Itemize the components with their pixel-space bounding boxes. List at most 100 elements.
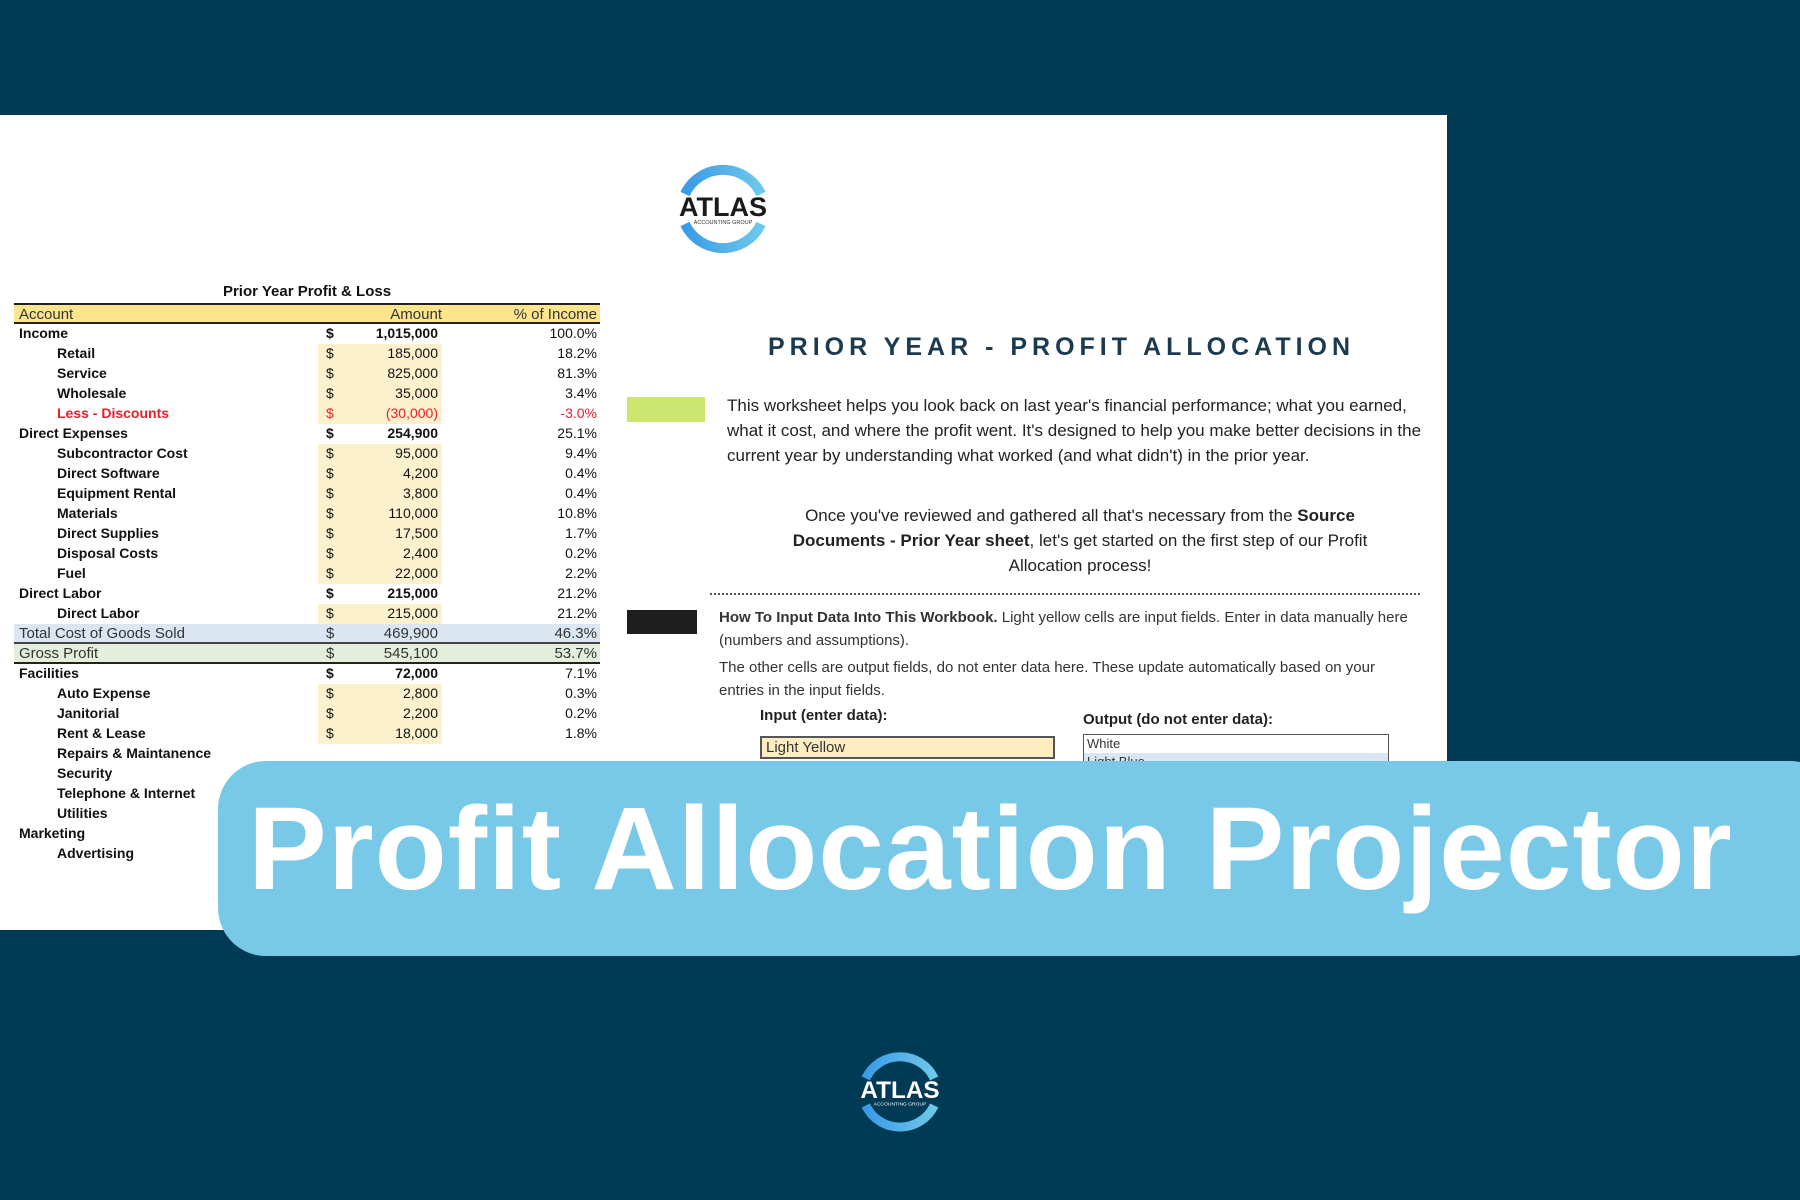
pct-of-income: 0.4% xyxy=(565,465,597,481)
account-name: Less - Discounts xyxy=(57,405,170,421)
amount: 254,900 xyxy=(387,425,438,441)
howto-body: Light yellow cells are input fields. Ent… xyxy=(719,609,1408,649)
table-row: Rent & Lease $18,000 1.8% xyxy=(14,724,600,744)
amount: 215,000 xyxy=(387,585,438,601)
dollar-sign: $ xyxy=(326,585,334,601)
table-row: Less - Discounts $ (30,000) -3.0% xyxy=(14,404,600,424)
dollar-sign: $ xyxy=(326,505,334,521)
pct-of-income: 53.7% xyxy=(554,645,597,662)
amount: 1,015,000 xyxy=(375,325,438,341)
account-name: Rent & Lease xyxy=(57,725,146,741)
pct-of-income: 0.2% xyxy=(565,545,597,561)
page-heading: PRIOR YEAR - PROFIT ALLOCATION xyxy=(768,333,1356,361)
pct-of-income: 0.3% xyxy=(565,685,597,701)
amount[interactable]: 35,000 xyxy=(395,385,438,401)
pct-of-income: 46.3% xyxy=(554,625,597,642)
dollar-sign: $ xyxy=(326,445,334,461)
output-white-cell: White xyxy=(1087,736,1121,751)
table-row: Equipment Rental $3,800 0.4% xyxy=(14,484,600,504)
atlas-logo: ATLAS ACCOUNTING GROUP xyxy=(673,158,773,258)
input-cell-highlight xyxy=(318,604,442,624)
account-name: Utilities xyxy=(57,805,108,821)
amount[interactable]: 18,000 xyxy=(395,725,438,741)
next-pre: Once you've reviewed and gathered all th… xyxy=(805,506,1298,525)
table-row: Materials $110,000 10.8% xyxy=(14,504,600,524)
table-row: Service $825,000 81.3% xyxy=(14,364,600,384)
table-row: Telephone & Internet xyxy=(14,784,600,804)
account-name: Repairs & Maintanence xyxy=(57,745,212,761)
amount[interactable]: 825,000 xyxy=(387,365,438,381)
account-name: Direct Software xyxy=(57,465,160,481)
amount[interactable]: 22,000 xyxy=(395,565,438,581)
pct-of-income: 18.2% xyxy=(557,345,597,361)
amount[interactable]: (30,000) xyxy=(385,405,438,421)
account-name: Subcontractor Cost xyxy=(57,445,188,461)
account-name: Retail xyxy=(57,345,96,361)
account-name: Direct Expenses xyxy=(19,425,128,441)
svg-text:ACCOUNTING GROUP: ACCOUNTING GROUP xyxy=(874,1101,927,1107)
intro-text: This worksheet helps you look back on la… xyxy=(727,396,1422,465)
account-name: Direct Supplies xyxy=(57,525,159,541)
source-docs-link: Source Documents - Prior Year sheet xyxy=(792,506,1355,550)
input-cell-highlight xyxy=(318,444,442,464)
amount[interactable]: 2,200 xyxy=(402,705,438,721)
table-row: Direct Labor $215,000 21.2% xyxy=(14,604,600,624)
table-row: Janitorial $2,200 0.2% xyxy=(14,704,600,724)
amount[interactable]: 4,200 xyxy=(402,465,438,481)
amount[interactable]: 110,000 xyxy=(388,505,438,521)
table-row: Marketing xyxy=(14,824,600,844)
amount[interactable]: 185,000 xyxy=(387,345,438,361)
dollar-sign: $ xyxy=(326,545,334,561)
dollar-sign: $ xyxy=(326,345,334,361)
account-name: Marketing xyxy=(19,825,86,841)
account-name: Gross Profit xyxy=(19,645,99,662)
account-name: Total Cost of Goods Sold xyxy=(19,625,185,642)
input-example-cell[interactable]: Light Yellow xyxy=(760,736,1055,759)
amount[interactable]: 215,000 xyxy=(387,605,438,621)
header-amount: Amount xyxy=(390,306,442,323)
input-cell-highlight xyxy=(318,564,442,584)
amount[interactable]: 95,000 xyxy=(395,445,438,461)
pct-of-income: 0.4% xyxy=(565,485,597,501)
account-name: Direct Labor xyxy=(57,605,140,621)
account-name: Equipment Rental xyxy=(57,485,177,501)
amount[interactable]: 3,800 xyxy=(402,485,438,501)
pct-of-income: 21.2% xyxy=(557,605,597,621)
input-cell-highlight xyxy=(318,404,442,424)
table-header: Account Amount % of Income xyxy=(14,303,600,324)
dollar-sign: $ xyxy=(326,385,334,401)
dollar-sign: $ xyxy=(326,485,334,501)
amount: 469,900 xyxy=(383,625,438,642)
table-row: Income $1,015,000 100.0% xyxy=(14,324,600,344)
table-row: Direct Supplies $17,500 1.7% xyxy=(14,524,600,544)
table-row: Total Cost of Goods Sold $469,900 46.3% xyxy=(14,624,600,644)
account-name: Janitorial xyxy=(57,705,120,721)
pl-table: Account Amount % of Income Income $1,015,… xyxy=(14,303,600,864)
dotted-divider xyxy=(710,593,1420,595)
dollar-sign: $ xyxy=(326,565,334,581)
dollar-sign: $ xyxy=(326,365,334,381)
dollar-sign: $ xyxy=(326,605,334,621)
amount[interactable]: 17,500 xyxy=(395,525,438,541)
amount[interactable]: 2,800 xyxy=(402,685,438,701)
account-name: Facilities xyxy=(19,665,79,681)
next-step-text: Once you've reviewed and gathered all th… xyxy=(760,503,1400,578)
account-name: Wholesale xyxy=(57,385,127,401)
dollar-sign: $ xyxy=(326,405,334,421)
account-name: Service xyxy=(57,365,107,381)
dollar-sign: $ xyxy=(326,665,334,681)
dollar-sign: $ xyxy=(326,425,334,441)
input-cell-highlight xyxy=(318,384,442,404)
table-row: Auto Expense $2,800 0.3% xyxy=(14,684,600,704)
amount[interactable]: 2,400 xyxy=(402,545,438,561)
pl-title: Prior Year Profit & Loss xyxy=(222,283,392,300)
table-row: Direct Software $4,200 0.4% xyxy=(14,464,600,484)
dollar-sign: $ xyxy=(326,325,334,341)
dollar-sign: $ xyxy=(326,705,334,721)
table-row: Gross Profit $545,100 53.7% xyxy=(14,644,600,664)
amount: 545,100 xyxy=(383,645,438,662)
account-name: Direct Labor xyxy=(19,585,102,601)
dollar-sign: $ xyxy=(326,725,334,741)
pct-of-income: 100.0% xyxy=(549,325,597,341)
output-label: Output (do not enter data): xyxy=(1083,711,1273,728)
